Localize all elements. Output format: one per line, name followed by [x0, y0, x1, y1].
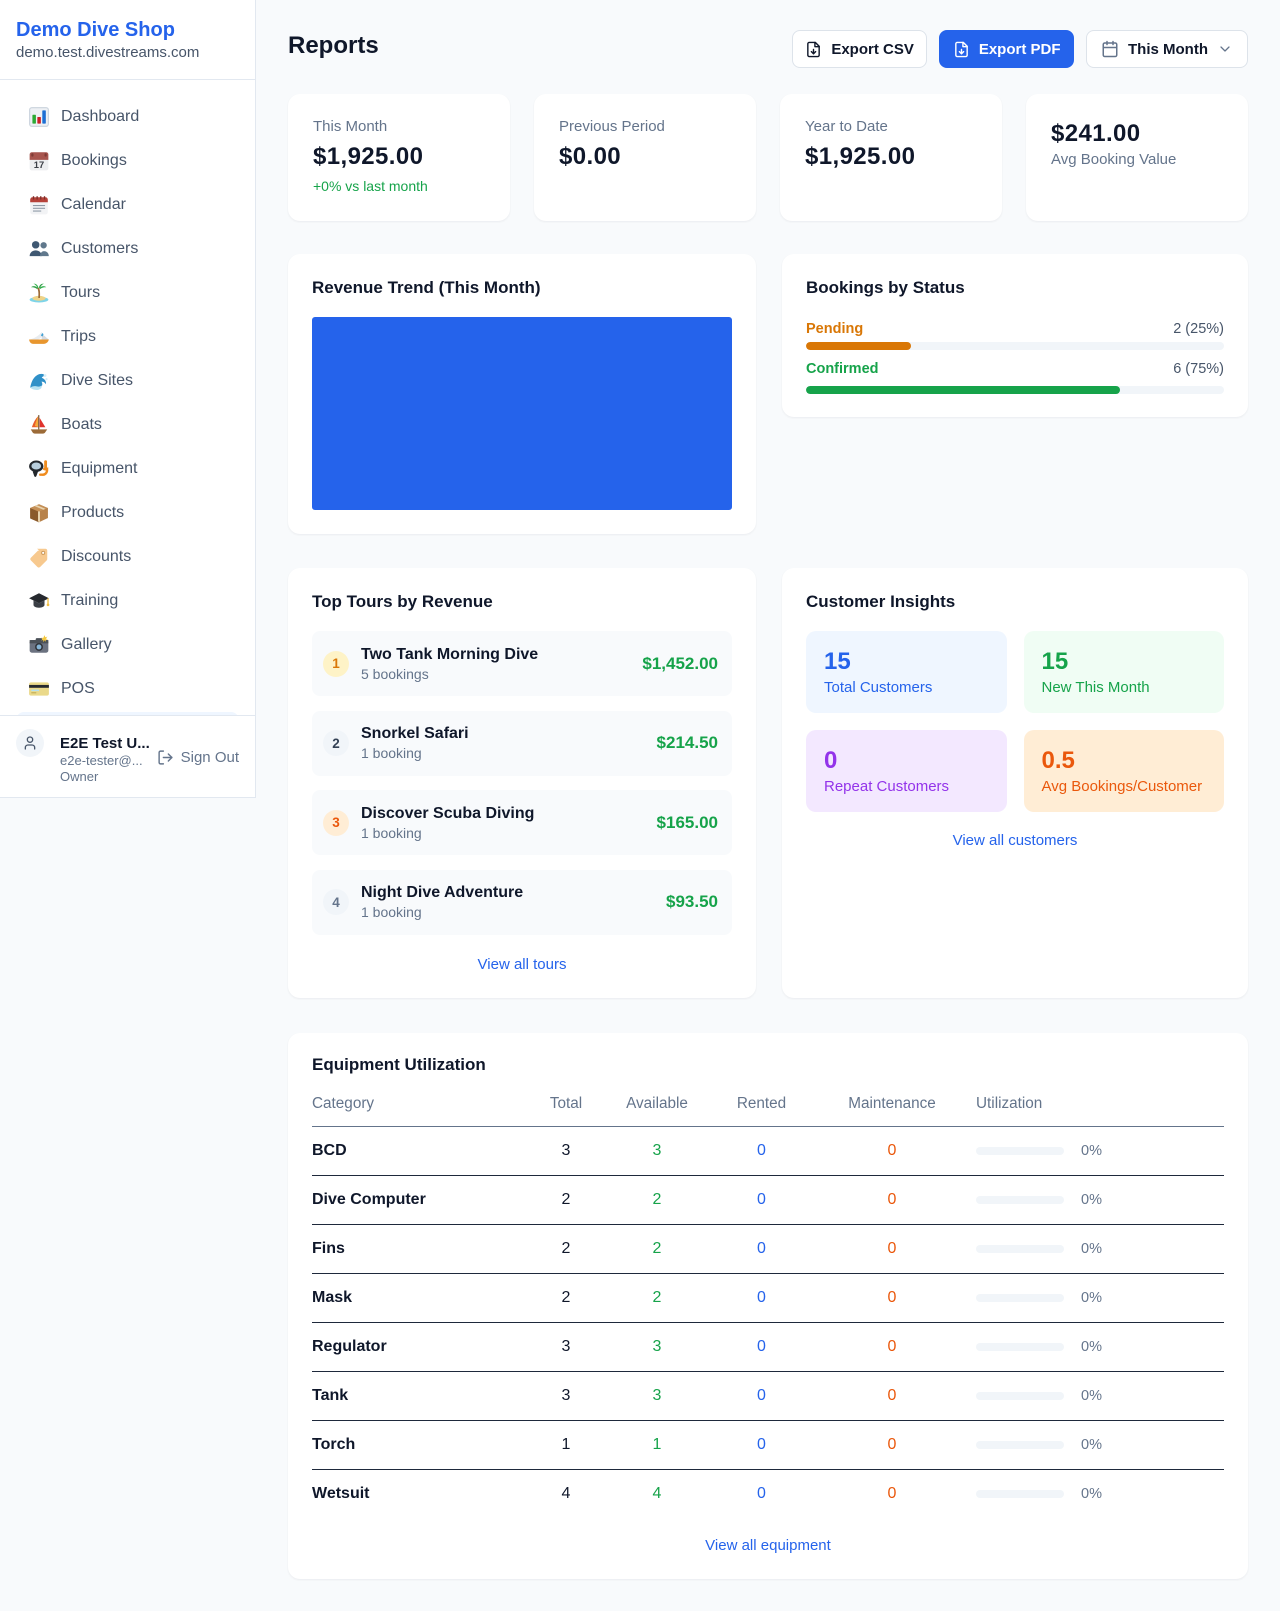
svg-text:17: 17	[34, 160, 44, 170]
